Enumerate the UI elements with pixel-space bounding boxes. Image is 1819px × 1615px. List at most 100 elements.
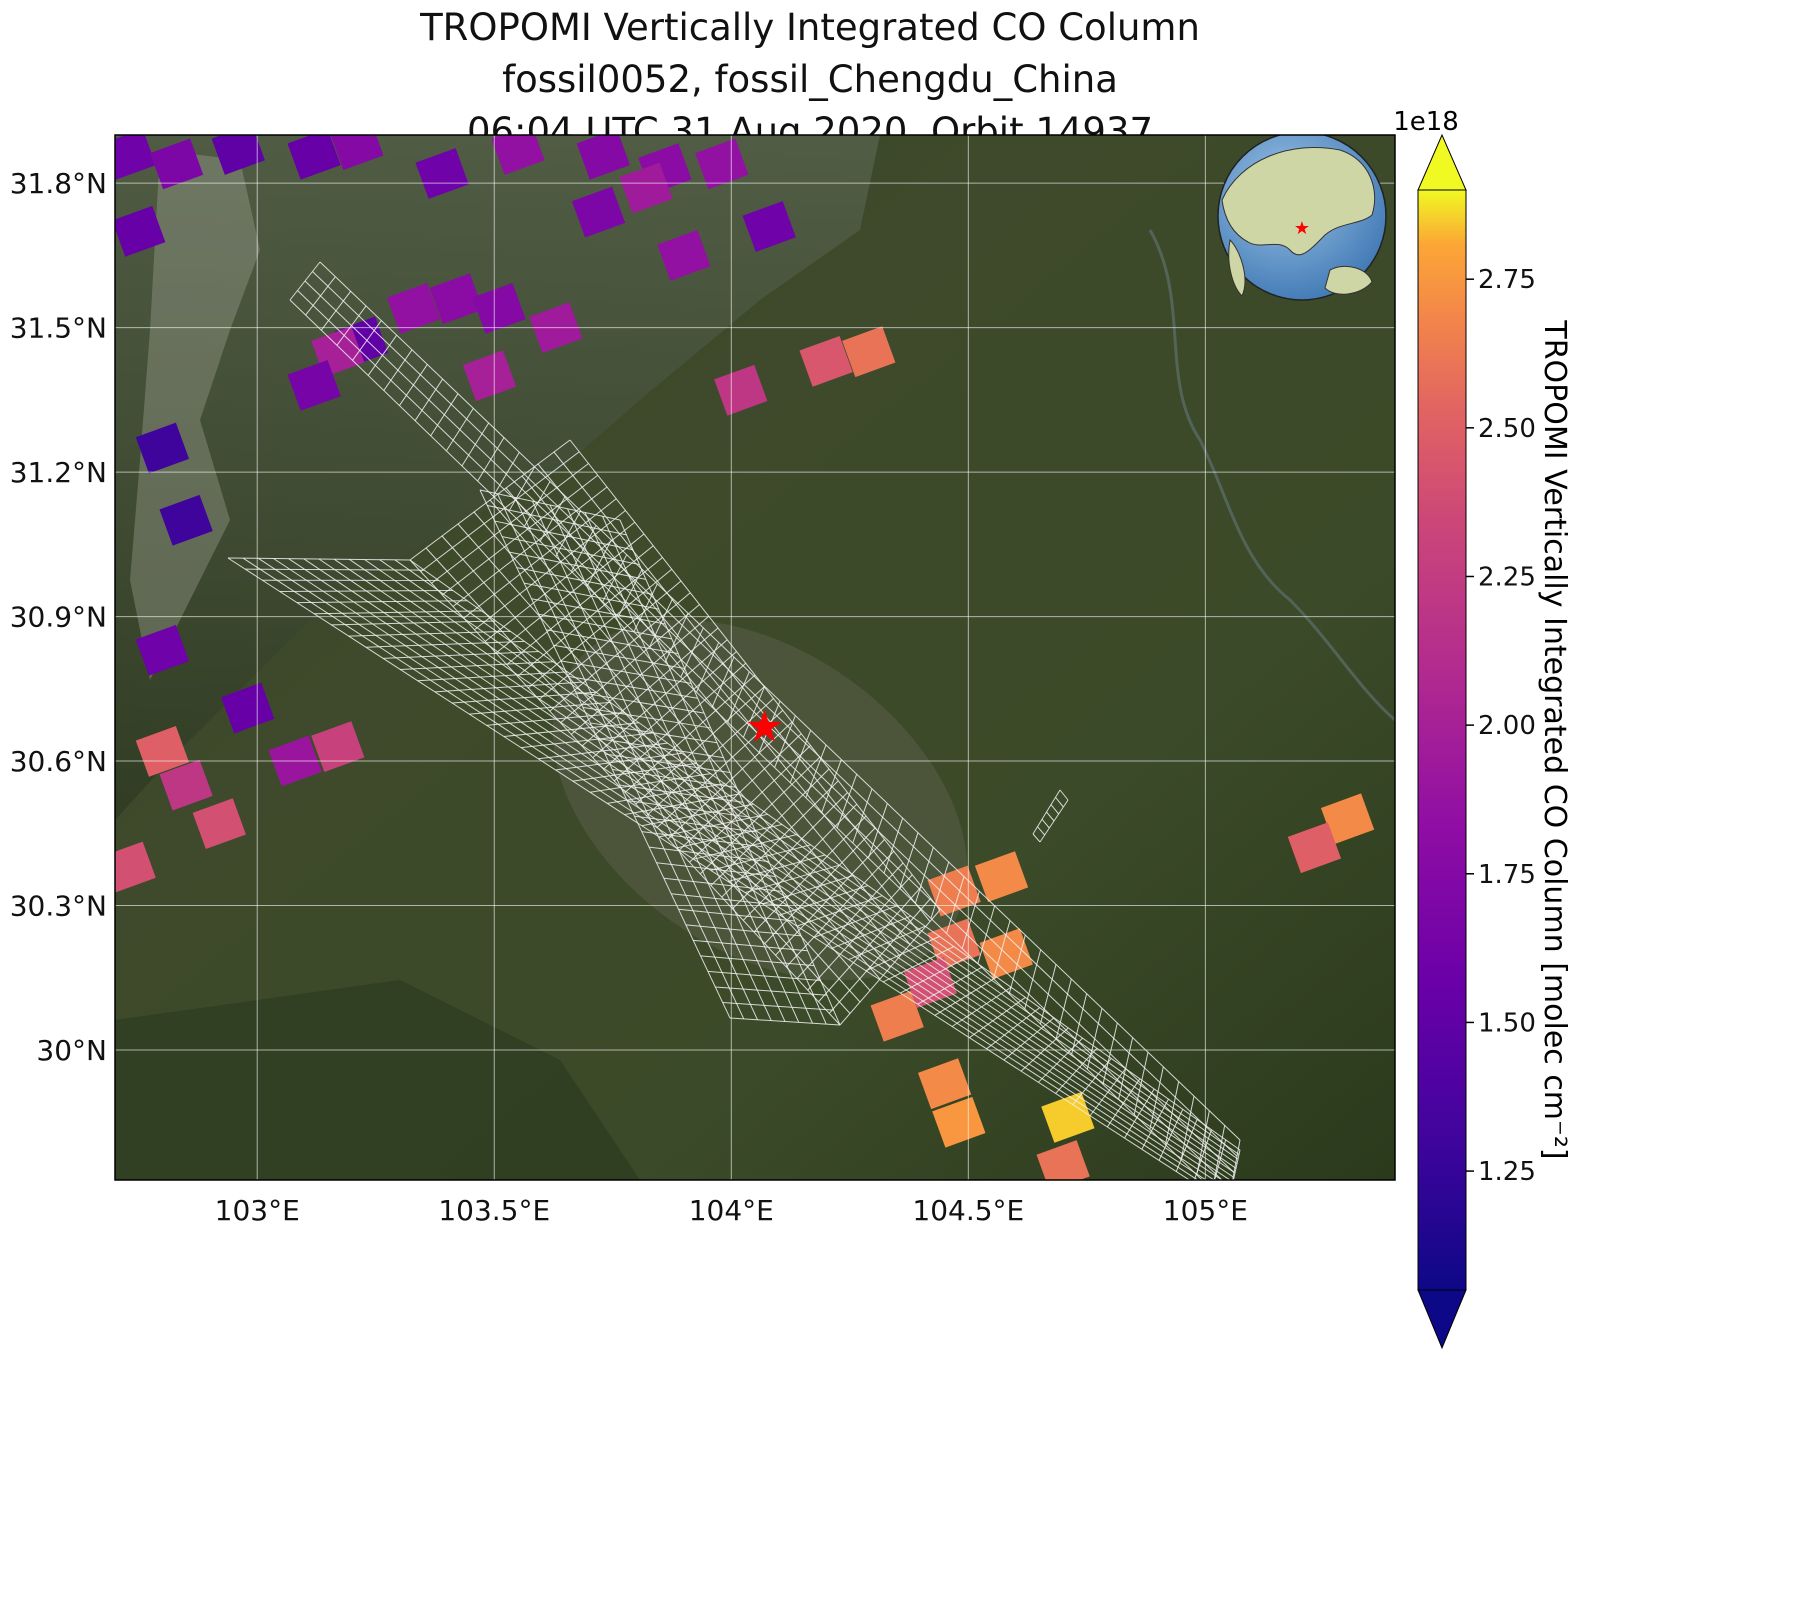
footprint-strip-a-line [586,539,612,587]
footprint-strip-a-line [821,759,842,814]
co-pixel [429,273,483,325]
footprint-strip-e-line [1037,826,1046,836]
footprint-strip-c-line [624,674,756,793]
footprint-strip-b-line [1141,1098,1169,1150]
lat-tick-label: 30.3°N [10,890,107,923]
co-pixel [330,135,384,171]
source-credit: Source: NASA/JPL-Caltech [1086,1289,1380,1315]
footprint-strip-d-line [671,893,789,907]
footprint-strip-a-line [742,686,766,738]
footprint-strip-a-line [993,920,1011,979]
co-pixel [159,494,213,546]
footprint-strip-a-line [461,422,490,467]
footprint-strip-b-line [296,600,468,604]
footprint-strip-b-line [365,640,525,648]
co-pixel [974,851,1029,903]
graticule [115,135,1395,1180]
tropomi-footprint-grid [227,261,1241,1180]
footprint-strip-d-line [649,846,769,863]
footprint-strip-d-line [546,629,679,655]
footprint-strip-a-line [430,393,459,437]
co-pixel [1287,822,1342,874]
footprint-strip-b-line [986,1007,1040,1050]
co-pixel [387,282,441,334]
lat-tick-label: 31.5°N [10,312,107,345]
footprint-strip-a-line [524,481,551,527]
footprint-strip-b-line [831,915,912,949]
co-pixel [571,186,626,238]
co-pixel [576,135,630,180]
footprint-strip-d-line [501,536,640,566]
co-pixel [472,282,526,334]
figure-title: TROPOMI Vertically Integrated CO Column … [0,2,1620,158]
co-pixel [135,624,190,676]
footprint-strip-e-line [1041,819,1050,829]
footprint-strip-a-line [570,525,597,572]
co-pixel [932,1096,986,1148]
co-pixel [287,360,341,411]
footprint-strip-b-line [400,661,554,671]
footprint-strip-d-line [590,722,718,744]
footprint-strip-c-line [732,792,848,910]
inset-globe: ★ [1217,135,1387,301]
mountain-terrain [115,135,880,820]
footprint-strip-a-line [758,700,781,753]
footprint-strip-b-line [917,966,983,1005]
footprint-strip-d-line [531,598,666,625]
footprint-strip-d-line [707,970,821,981]
footprint-strip-a-line [1008,935,1026,994]
co-pixel [415,148,469,199]
lon-tick-label: 105°E [1163,1194,1248,1227]
target-star-icon: ★ [745,701,784,752]
footprint-strip-c-line [581,627,719,747]
snow-peaks [130,150,260,680]
footprint-strip-b-line [279,590,453,592]
colorbar-tick-label: 2.75 [1478,265,1536,295]
footprint-strip-a-line [899,832,919,889]
lat-tick-label: 31.8°N [10,167,107,200]
footprint-strip-a-line [399,364,428,406]
footprint-strip-b-line [745,864,840,894]
footprint-strip-d-line [560,660,692,684]
footprint-strip-c-line [785,850,895,968]
footprint-strip-a-line [414,378,444,421]
co-pixel [115,205,166,257]
footprint-strip-b-line [1106,1078,1141,1128]
footprint-strip-a-line [1055,978,1072,1040]
footprint-strip-c-line [484,521,636,642]
footprint-strip-e-line [1046,811,1055,822]
co-pixel [742,201,796,252]
footprint-strip-d-line [582,706,711,729]
footprint-strip-b-line [521,732,654,749]
footprint-strip-a-line [789,730,812,783]
co-pixel [149,138,204,190]
lat-tick-label: 30.9°N [10,601,107,634]
footprint-strip-c-line [796,862,904,979]
footprint-strip-d-line [524,582,659,610]
footprint-strip-b-line [331,620,496,626]
footprint-strip-c-line [667,721,793,840]
co-pixel [211,135,265,175]
footprint-strip-a-line [977,905,996,964]
footprint-strip-c-line [603,651,737,770]
footprint-strip-a-line [305,276,336,316]
footprint-strip-a-line [1149,1066,1164,1130]
map-panel[interactable]: ★ ★ [103,119,1395,1205]
footprint-strip-b-line [314,610,482,615]
footprint-strip-a-line [289,261,321,301]
colorbar-exponent: 1e18 [1393,107,1459,137]
footprint-strip-b-line [641,803,754,827]
footprint-strip-b-line [727,854,826,882]
footprint-strip-c-line [570,615,710,735]
colorbar-ticks: 1.25 1.50 1.75 2.00 2.25 2.50 2.75 [1466,265,1536,1187]
globe-africa-landmass [1228,238,1246,297]
footprint-strip-a-line [477,437,505,482]
footprint-strip-e-line [1055,797,1064,808]
colorbar-scale [1417,189,1467,1291]
footprint-strip-b-line [1193,1129,1212,1180]
co-pixel [115,135,156,180]
footprint-strip-d-line [538,613,672,640]
co-pixel-layer [115,135,1375,1180]
footprint-strip-c-line [560,604,700,724]
